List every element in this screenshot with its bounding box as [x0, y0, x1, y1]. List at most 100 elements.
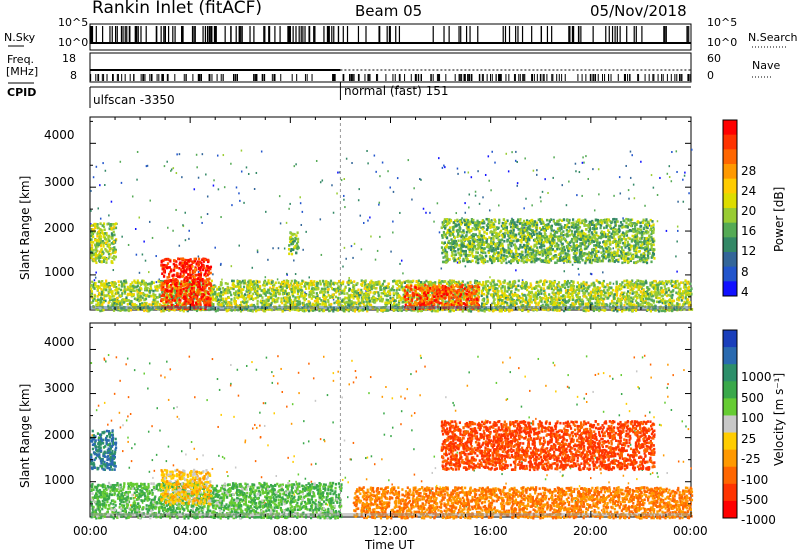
data-cell [185, 284, 188, 287]
data-cell [492, 289, 495, 292]
data-cell [646, 297, 649, 301]
data-cell [671, 293, 674, 297]
data-cell [216, 288, 219, 291]
data-cell [534, 291, 537, 295]
data-cell [617, 308, 621, 312]
data-cell [226, 309, 230, 312]
data-cell [181, 282, 184, 286]
speckle-cell [498, 204, 500, 207]
data-cell [392, 302, 396, 305]
data-cell [393, 279, 396, 283]
data-cell [278, 304, 281, 308]
data-cell [281, 301, 284, 305]
data-cell [599, 293, 603, 296]
speckle-cell [582, 156, 584, 159]
data-cell [289, 287, 292, 291]
data-cell [392, 280, 395, 283]
data-cell [678, 288, 681, 291]
speckle-cell [94, 276, 97, 279]
data-cell [493, 298, 496, 301]
data-cell [664, 280, 667, 283]
data-cell [320, 299, 323, 302]
data-cell [397, 302, 401, 306]
data-cell [564, 291, 568, 295]
speckle-cell [348, 276, 350, 279]
data-cell [254, 289, 257, 293]
speckle-cell [438, 157, 440, 160]
data-cell [113, 301, 116, 305]
data-cell [131, 293, 134, 297]
data-cell [145, 304, 148, 308]
data-cell [623, 279, 626, 283]
data-cell [575, 299, 579, 302]
data-cell [681, 304, 684, 308]
data-cell [334, 295, 337, 299]
data-cell [157, 279, 160, 283]
data-cell [460, 295, 463, 298]
data-cell [330, 287, 334, 290]
data-cell [189, 285, 193, 288]
data-cell [269, 292, 272, 296]
data-cell [581, 298, 584, 302]
data-cell [90, 287, 93, 290]
data-cell [317, 300, 320, 303]
data-cell [537, 303, 540, 306]
data-cell [265, 283, 268, 286]
data-cell [108, 286, 111, 289]
data-cell [433, 283, 437, 286]
data-cell [507, 288, 510, 291]
speckle-cell [389, 186, 391, 189]
data-cell [417, 283, 420, 286]
data-cell [376, 309, 379, 313]
data-cell [242, 279, 245, 283]
nsearch-label: N.Search [748, 31, 798, 44]
data-cell [197, 308, 201, 311]
data-cell [272, 288, 275, 291]
data-cell [524, 300, 527, 304]
data-cell [427, 299, 431, 302]
data-cell [240, 288, 243, 291]
data-cell [319, 291, 322, 294]
data-cell [630, 287, 633, 291]
data-cell [498, 309, 501, 313]
data-cell [529, 295, 532, 298]
speckle-cell [647, 303, 649, 306]
data-cell [136, 290, 139, 293]
data-cell [610, 299, 614, 303]
data-cell [234, 285, 237, 288]
data-cell [101, 309, 104, 312]
speckle-cell [352, 256, 354, 259]
data-cell [646, 286, 649, 289]
data-cell [503, 291, 506, 295]
data-cell [155, 301, 158, 305]
data-cell [233, 284, 236, 287]
data-cell [621, 285, 624, 289]
data-cell [363, 287, 366, 290]
data-cell [136, 284, 140, 288]
data-cell [635, 292, 638, 296]
freq-label: Freq. [7, 53, 35, 66]
data-cell [96, 298, 100, 302]
data-cell [379, 299, 382, 303]
data-cell [596, 296, 599, 299]
data-cell [111, 283, 114, 287]
data-cell [660, 309, 663, 313]
data-cell [334, 291, 338, 294]
data-cell [323, 284, 326, 287]
data-cell [448, 281, 451, 285]
data-cell [646, 308, 649, 312]
data-cell [336, 282, 339, 285]
data-cell [228, 302, 232, 305]
data-cell [650, 304, 654, 307]
speckle-cell [343, 178, 346, 181]
data-cell [352, 301, 355, 304]
data-cell [107, 290, 110, 294]
speckle-cell [455, 212, 458, 215]
speckle-cell [219, 263, 222, 266]
speckle-cell [351, 162, 353, 165]
data-cell [622, 295, 625, 298]
data-cell [590, 302, 594, 306]
data-cell [381, 284, 384, 287]
data-cell [432, 309, 435, 312]
data-cell [256, 299, 259, 303]
